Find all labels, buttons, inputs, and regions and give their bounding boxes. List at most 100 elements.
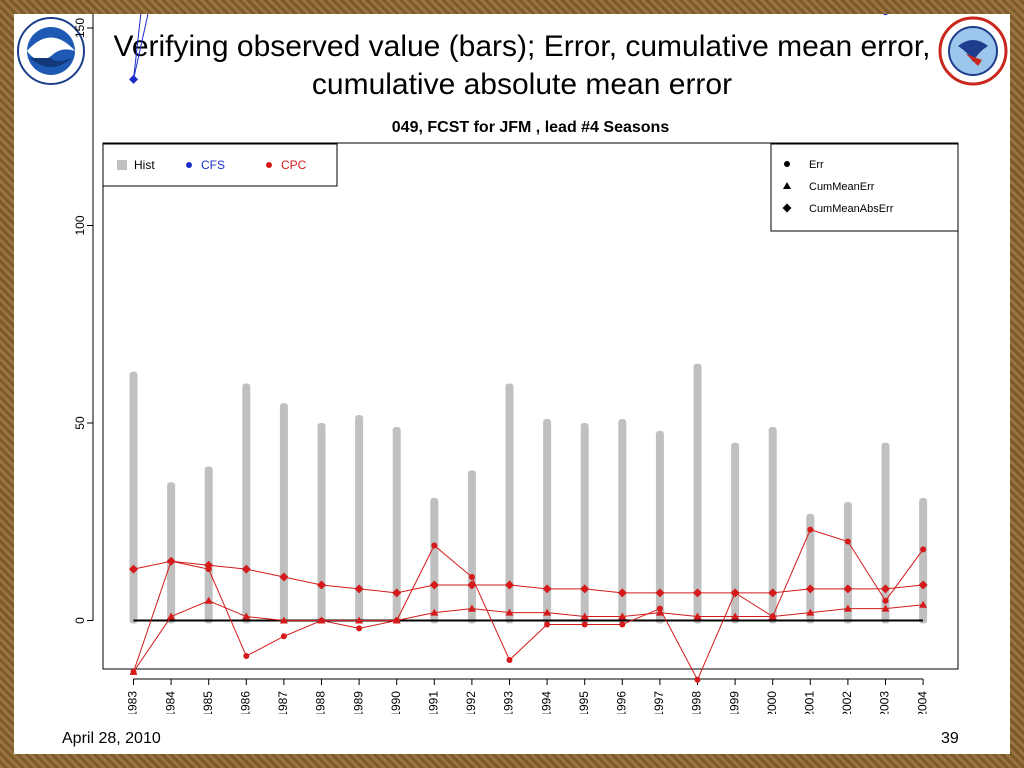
cpc-err-point <box>581 621 588 628</box>
cpc-cummeanerr-point <box>392 616 401 624</box>
hist-bar <box>355 415 364 624</box>
cfs-cummeanabserr-point <box>129 74 138 84</box>
cpc-cummeanabserr-line <box>133 560 924 594</box>
slide-title: Verifying observed value (bars); Error, … <box>113 30 931 101</box>
hist-bar <box>843 502 852 624</box>
x-tick-label: 1995 <box>577 691 591 714</box>
cpc-cummeanerr-point <box>580 612 589 620</box>
cpc-cummeanerr-point <box>618 612 627 620</box>
cpc-cummeanabserr-point <box>768 588 778 598</box>
cpc-cummeanerr-point <box>167 612 176 620</box>
x-tick-label: 2003 <box>878 691 892 714</box>
legend-cummeanabserr-label: CumMeanAbsErr <box>809 203 894 215</box>
cpc-cummeanerr-point <box>505 608 514 616</box>
legend-cfs-label: CFS <box>201 158 225 172</box>
x-tick-label: 1988 <box>314 691 328 714</box>
cpc-cummeanerr-point <box>317 616 326 624</box>
cpc-cummeanabserr-point <box>505 580 514 590</box>
hist-bar <box>768 426 777 624</box>
cpc-cummeanabserr-point <box>805 584 815 594</box>
hist-bar <box>618 419 627 624</box>
hist-bar <box>317 423 326 624</box>
nws-logo <box>938 16 1008 86</box>
x-tick-label: 1998 <box>690 691 704 714</box>
cpc-cummeanabserr-point <box>129 564 138 574</box>
cpc-cummeanerr-point <box>731 612 740 620</box>
cpc-cummeanerr-point <box>204 596 213 604</box>
cpc-cummeanabserr-point <box>392 588 402 598</box>
hist-bar <box>467 470 476 624</box>
cpc-err-point <box>882 597 889 604</box>
legend-cpc-swatch <box>266 162 272 168</box>
cpc-err-point <box>619 621 626 628</box>
plot-border <box>102 142 959 670</box>
cfs-err-point <box>883 14 888 16</box>
hist-bar <box>242 383 251 624</box>
x-tick-label: 1989 <box>351 691 365 714</box>
hist-bar <box>919 498 928 624</box>
cpc-cummeanerr-point <box>843 604 852 612</box>
x-tick-label: 1987 <box>276 691 290 714</box>
y-tick-label: 50 <box>73 416 87 430</box>
cpc-cummeanerr-point <box>129 667 138 675</box>
chart-title: 049, FCST for JFM , lead #4 Seasons <box>392 119 670 136</box>
y-tick-label: 150 <box>73 18 87 38</box>
y-tick-label: 0 <box>73 617 87 624</box>
cpc-cummeanerr-point <box>430 608 439 616</box>
cpc-cummeanerr-line <box>133 600 924 673</box>
cpc-cummeanabserr-point <box>542 584 552 594</box>
hist-bar <box>430 498 439 624</box>
footer-date: April 28, 2010 <box>62 730 161 747</box>
x-tick-label: 1985 <box>201 691 215 714</box>
cpc-err-point <box>844 538 851 545</box>
legend-cpc-label: CPC <box>281 158 307 172</box>
cpc-cummeanabserr-point <box>354 584 364 594</box>
chart: 049, FCST for JFM , lead #4 Seasons 0 50 10… <box>73 14 959 714</box>
legend-hist-swatch <box>117 160 127 170</box>
cpc-err-point <box>807 526 814 533</box>
legend-cummeanabserr-symbol <box>782 203 792 213</box>
cfs-err-line <box>133 14 142 80</box>
cpc-err-line <box>133 529 924 681</box>
cpc-cummeanerr-point <box>655 608 664 616</box>
cpc-cummeanerr-point <box>919 600 928 608</box>
cpc-cummeanabserr-point <box>693 588 702 598</box>
x-tick-label: 1990 <box>389 691 403 714</box>
hist-bar <box>806 513 815 624</box>
cfs-cummeanabserr-line <box>133 14 149 80</box>
legend-hist-label: Hist <box>134 158 155 172</box>
hist-bar <box>129 371 138 624</box>
cpc-err-point <box>431 542 438 549</box>
cpc-cummeanabserr-point <box>467 580 477 590</box>
page-number: 39 <box>941 730 959 747</box>
cpc-cummeanabserr-point <box>918 580 928 590</box>
hist-bar <box>167 482 176 624</box>
legend-cummeanerr-symbol <box>783 182 791 189</box>
cpc-cummeanabserr-point <box>204 560 214 570</box>
x-tick-label: 1983 <box>126 691 140 714</box>
cpc-err-point <box>243 653 250 660</box>
hist-bar <box>881 442 890 624</box>
legend-cummeanerr-label: CumMeanErr <box>809 181 875 193</box>
x-tick-label: 1993 <box>502 691 516 714</box>
cpc-cummeanerr-point <box>242 612 251 620</box>
cpc-cummeanabserr-point <box>881 584 890 594</box>
x-tick-label: 2001 <box>802 691 816 714</box>
noaa-logo <box>17 17 85 85</box>
hist-bar <box>580 423 589 624</box>
hist-bar <box>693 363 702 624</box>
cpc-err-point <box>356 625 363 632</box>
cpc-cummeanabserr-point <box>279 572 289 582</box>
cpc-cummeanabserr-point <box>166 556 176 566</box>
cpc-cummeanerr-point <box>881 604 890 612</box>
x-tick-label: 2004 <box>915 691 929 714</box>
x-tick-label: 2000 <box>765 691 779 714</box>
x-tick-label: 1984 <box>163 691 177 714</box>
x-tick-label: 1997 <box>652 691 666 714</box>
hist-bar <box>279 403 288 624</box>
cpc-cummeanerr-point <box>768 612 777 620</box>
cpc-cummeanabserr-point <box>843 584 853 594</box>
legend-cfs-swatch <box>186 162 192 168</box>
x-tick-label: 1999 <box>727 691 741 714</box>
cpc-err-point <box>544 621 551 628</box>
